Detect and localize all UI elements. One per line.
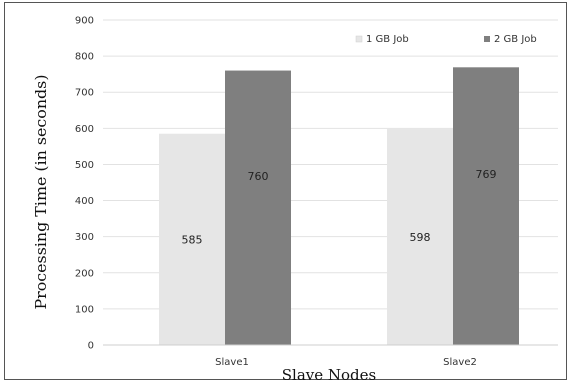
x-axis-categories: Slave1 Slave2 [215,357,477,368]
data-label: 769 [476,168,497,181]
bar-slave2-series-1 [387,129,453,345]
y-tick-label: 500 [75,160,94,171]
legend-swatch [484,36,490,42]
data-label: 585 [182,233,203,246]
y-axis-ticks: 0 100 200 300 400 500 600 700 800 900 [75,16,94,352]
data-label: 598 [410,231,431,244]
legend-swatch [355,35,363,43]
x-axis-title: Slave Nodes [282,366,376,384]
legend: 1 GB Job 2 GB Job [355,34,537,45]
x-category-label: Slave2 [443,357,477,368]
y-tick-label: 800 [75,52,94,63]
y-tick-label: 100 [75,304,94,315]
legend-label: 1 GB Job [366,34,409,45]
x-category-label: Slave1 [215,357,249,368]
y-tick-label: 300 [75,232,94,243]
data-label: 760 [248,170,269,183]
y-tick-label: 0 [88,341,94,352]
y-tick-label: 600 [75,124,94,135]
y-axis-title: Processing Time (in seconds) [32,75,50,310]
y-tick-label: 700 [75,88,94,99]
bar-slave1-series-2 [225,70,291,346]
y-tick-label: 900 [75,16,94,27]
legend-label: 2 GB Job [494,34,537,45]
y-tick-label: 200 [75,268,94,279]
bar-slave1-series-1 [159,133,225,345]
bars [103,67,558,346]
data-labels: 585 760 598 769 [182,168,497,246]
bar-slave2-series-2 [453,67,519,346]
y-tick-label: 400 [75,196,94,207]
